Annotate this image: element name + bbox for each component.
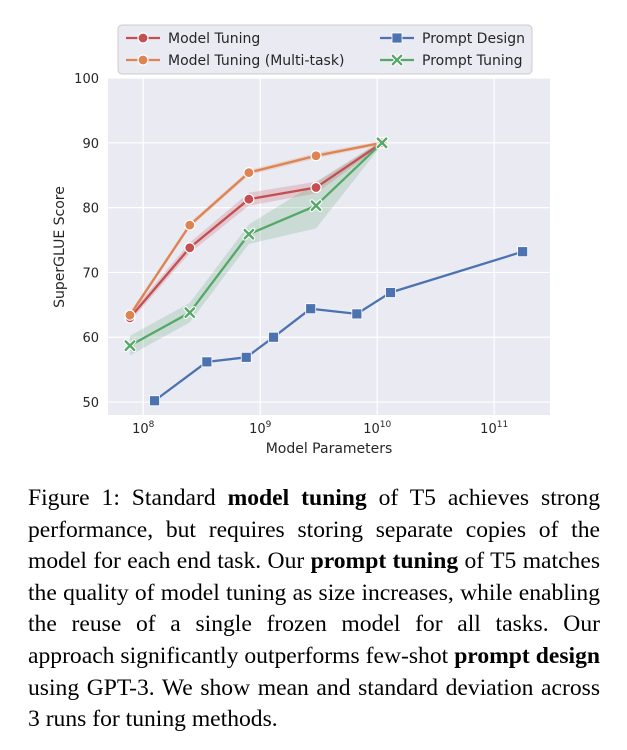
- legend-label-prompt-tuning: Prompt Tuning: [422, 53, 523, 69]
- caption-text-2: of T5 achieves strong performance, but r…: [28, 485, 600, 575]
- legend-marker-prompt-design: [391, 32, 403, 44]
- caption-text-3: of T5 matches the quality of model tunin…: [28, 548, 600, 669]
- prompt-tuning-std-band: [129, 140, 383, 356]
- x-tick-labels: 108 109 1010 1011: [132, 420, 508, 437]
- caption-bold-prompt-design: prompt design: [454, 642, 601, 669]
- legend-label-model-tuning: Model Tuning: [168, 31, 260, 47]
- y-tick-label: 70: [82, 266, 99, 281]
- prompt-tuning-point: [183, 306, 197, 320]
- y-tick-label: 80: [82, 202, 99, 217]
- prompt-tuning-point: [309, 199, 323, 213]
- caption-bold-model-tuning: model tuning: [227, 485, 367, 511]
- prompt-design-point: [201, 356, 213, 368]
- prompt-design-point: [517, 246, 529, 258]
- prompt-design-point: [351, 308, 363, 320]
- prompt-design-point: [149, 395, 160, 407]
- series-markers: [123, 136, 529, 407]
- grid-lines: [108, 77, 550, 415]
- x-tick-label: 1010: [363, 420, 391, 437]
- prompt-design-line: [153, 250, 523, 402]
- caption-bold-prompt-tuning: prompt tuning: [310, 548, 459, 575]
- x-marker-stroke: [184, 307, 196, 319]
- legend-marker-model-tuning-multi-task: [137, 54, 149, 66]
- prompt-design-point: [268, 331, 279, 343]
- x-marker-stroke: [376, 137, 388, 149]
- prompt-tuning-point: [242, 227, 256, 241]
- model-tuning-multi-task-point: [243, 167, 255, 179]
- legend-marker-model-tuning: [137, 32, 149, 44]
- x-axis-title: Model Parameters: [266, 441, 393, 457]
- prompt-design-point: [385, 287, 396, 298]
- legend-marker-prompt-tuning: [390, 53, 404, 67]
- prompt-tuning-point: [123, 339, 137, 353]
- superglue-chart: 50 60 70 80 90 100 108 109 1010 1011 Model Param…: [52, 24, 550, 457]
- y-tick-label: 100: [74, 72, 99, 87]
- prompt-design-point: [305, 303, 317, 315]
- caption-text-1: Standard: [119, 485, 228, 511]
- x-marker-stroke: [310, 200, 322, 212]
- prompt-design-point: [240, 351, 252, 363]
- y-tick-labels: 50 60 70 80 90 100: [74, 72, 99, 411]
- y-axis-title: SuperGLUE Score: [52, 186, 68, 308]
- model-tuning-point: [310, 181, 322, 194]
- legend-box: [117, 24, 533, 75]
- x-marker-stroke: [243, 228, 255, 240]
- chart-area: 50 60 70 80 90 100 108 109 1010 1011 Model Param…: [52, 24, 550, 457]
- x-marker-stroke: [124, 340, 136, 352]
- plot-background: [108, 78, 550, 415]
- legend-label-model-tuning-multi-task: Model Tuning (Multi-task): [168, 53, 344, 69]
- y-tick-label: 90: [82, 137, 99, 152]
- y-tick-label: 60: [82, 331, 99, 346]
- caption-text-4: using GPT-3. We show mean and standard d…: [28, 674, 600, 733]
- y-tick-label: 50: [82, 396, 99, 411]
- x-tick-label: 109: [249, 420, 272, 437]
- model-tuning-point: [184, 242, 196, 254]
- x-tick-label: 1011: [480, 420, 508, 437]
- model-tuning-multi-task-point: [124, 309, 136, 321]
- legend: Model Tuning Model Tuning (Multi-task) Pro…: [117, 24, 533, 75]
- caption-label: Figure 1:: [28, 485, 120, 511]
- legend-label-prompt-design: Prompt Design: [422, 31, 525, 47]
- prompt-tuning-point: [375, 136, 389, 150]
- model-tuning-multi-task-point: [184, 219, 196, 231]
- x-marker-stroke: [391, 54, 403, 66]
- x-tick-label: 108: [132, 420, 155, 437]
- figure-caption: Figure 1: Standard model tuning of T5 ac…: [28, 483, 600, 736]
- model-tuning-multi-task-point: [310, 150, 322, 162]
- model-tuning-point: [243, 193, 255, 205]
